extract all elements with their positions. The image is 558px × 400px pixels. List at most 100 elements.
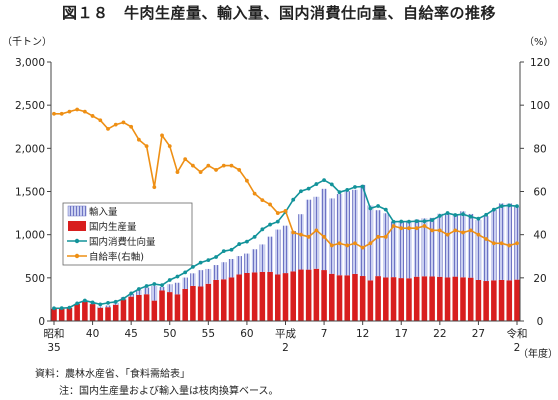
bar-domestic-production — [97, 307, 104, 321]
line-series — [52, 107, 519, 311]
self-sufficiency-point — [82, 109, 87, 114]
legend-label-consumption: 国内消費仕向量 — [89, 236, 156, 248]
y-left-tick-label: 2,500 — [15, 100, 45, 112]
consumption-point — [245, 239, 249, 244]
legend-label-imports: 輸入量 — [89, 206, 118, 218]
bar-domestic-production — [220, 279, 227, 321]
x-tick-label: 令和 — [507, 327, 528, 340]
x-tick-label: 平成 — [275, 328, 296, 340]
x-tick-label: 55 — [202, 328, 215, 340]
bar-domestic-production — [398, 278, 405, 321]
footnote: 注：国内生産量および輸入量は枝肉換算ベース。 — [59, 386, 279, 397]
bar-domestic-production — [390, 277, 397, 321]
self-sufficiency-point — [422, 224, 427, 228]
consumption-point — [113, 299, 118, 304]
bar-domestic-production — [375, 276, 381, 321]
self-sufficiency-point — [437, 228, 442, 233]
bar-imports — [375, 210, 381, 277]
y-left-unit: （千トン） — [2, 36, 52, 48]
x-tick-label: 27 — [472, 328, 485, 340]
consumption-point — [136, 287, 141, 291]
consumption-point — [152, 282, 157, 286]
bar-domestic-production — [406, 278, 412, 321]
x-axis-unit: （年度） — [518, 347, 558, 360]
bar-domestic-production — [236, 274, 242, 321]
legend-swatch-domestic — [68, 221, 86, 231]
bar-imports — [359, 184, 366, 277]
y-right-axis: 0 20 40 60 80 100 120 — [520, 57, 550, 328]
self-sufficiency-point — [67, 109, 72, 114]
x-tick-label: 60 — [240, 328, 253, 340]
consumption-point — [191, 264, 195, 269]
y-right-tick-label: 0 — [537, 316, 544, 328]
legend-swatch-consumption-marker — [74, 238, 80, 244]
bar-imports — [190, 273, 196, 286]
bar-domestic-production — [174, 294, 181, 321]
self-sufficiency-point — [52, 111, 56, 116]
bar-domestic-production — [460, 277, 466, 321]
self-sufficiency-point — [268, 202, 272, 207]
legend: 輸入量 国内生産量 国内消費仕向量 自給率(右軸) — [62, 202, 193, 266]
bar-imports — [97, 306, 104, 308]
consumption-point — [391, 219, 396, 224]
self-sufficiency-point — [345, 243, 350, 248]
bar-imports — [336, 194, 343, 276]
self-sufficiency-point — [221, 163, 226, 168]
consumption-point — [183, 270, 188, 275]
bar-imports — [182, 277, 188, 289]
y-left-tick-label: 3,000 — [15, 57, 45, 69]
bar-domestic-production — [190, 285, 196, 321]
legend-label-self-sufficiency: 自給率(右軸) — [89, 251, 144, 263]
bar-imports — [406, 220, 412, 279]
bar-domestic-production — [120, 299, 127, 321]
self-sufficiency-point — [430, 228, 435, 233]
self-sufficiency-point — [491, 241, 496, 246]
self-sufficiency-point — [414, 226, 419, 231]
bar-domestic-production — [89, 304, 96, 321]
consumption-point — [491, 207, 496, 212]
consumption-point — [206, 258, 211, 263]
consumption-point — [468, 214, 473, 219]
self-sufficiency-point — [75, 107, 80, 112]
self-sufficiency-point — [291, 230, 296, 235]
bar-domestic-production — [159, 290, 165, 321]
consumption-point — [445, 211, 450, 215]
self-sufficiency-point — [453, 228, 458, 233]
self-sufficiency-point — [98, 118, 103, 123]
self-sufficiency-point — [376, 234, 380, 239]
y-right-tick-label: 60 — [533, 187, 546, 199]
bar-domestic-production — [259, 271, 266, 321]
bar-domestic-production — [444, 277, 451, 321]
bar-imports — [244, 253, 250, 273]
self-sufficiency-point — [499, 241, 504, 246]
bar-domestic-production — [244, 272, 250, 321]
bar-imports — [398, 221, 405, 279]
bar-domestic-production — [197, 286, 204, 321]
chart-title: 図１８ 牛肉生産量、輸入量、国内消費仕向量、自給率の推移 — [61, 4, 496, 22]
self-sufficiency-point — [515, 241, 519, 246]
bar-domestic-production — [359, 276, 366, 321]
self-sufficiency-point — [198, 170, 203, 174]
consumption-point — [422, 219, 427, 224]
bar-imports — [143, 287, 150, 295]
consumption-point — [121, 296, 126, 301]
self-sufficiency-point — [183, 157, 188, 162]
bar-imports — [383, 213, 389, 278]
bar-imports — [305, 199, 312, 270]
bar-imports — [205, 268, 212, 284]
self-sufficiency-point — [252, 191, 257, 196]
self-sufficiency-point — [136, 137, 141, 142]
consumption-point — [322, 178, 326, 183]
y-left-tick-label: 1,000 — [15, 230, 45, 242]
bar-imports — [390, 221, 397, 278]
self-sufficiency-point — [275, 211, 280, 215]
consumption-point — [407, 219, 411, 224]
bar-imports — [290, 231, 296, 272]
self-sufficiency-point — [383, 234, 388, 239]
y-left-tick-label: 0 — [38, 316, 45, 328]
bar-domestic-production — [383, 277, 389, 321]
bar-domestic-production — [452, 276, 459, 321]
bar-domestic-production — [51, 308, 57, 321]
consumption-point — [360, 184, 365, 189]
bar-imports — [213, 265, 219, 280]
